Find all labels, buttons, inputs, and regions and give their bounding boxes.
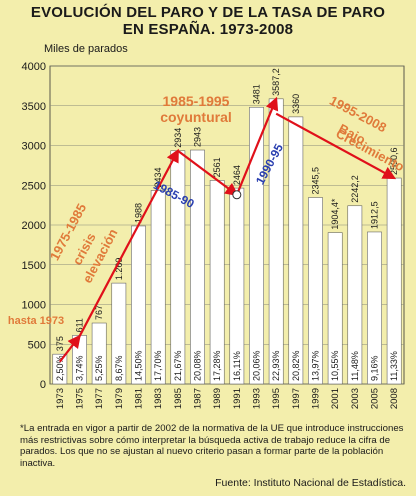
value-label: 2561 — [212, 157, 222, 177]
bar — [52, 353, 68, 385]
value-label: 3481 — [252, 84, 262, 104]
rate-label: 13,97% — [311, 350, 321, 381]
x-tick-label: 1989 — [212, 388, 223, 409]
y-tick-label: 500 — [28, 339, 46, 351]
value-label: 375 — [55, 336, 65, 351]
value-label: 1912,5 — [370, 201, 380, 229]
value-label: 611 — [75, 318, 85, 332]
x-tick-label: 1973 — [55, 388, 66, 409]
trend-arrow-1990-1995 — [235, 96, 279, 196]
value-label: 2434 — [153, 167, 163, 187]
bar — [308, 197, 323, 385]
bar — [190, 149, 205, 385]
value-label: 2464 — [232, 165, 242, 185]
bar-chart: 0 500 1000 1500 2000 2500 3000 3500 4000 375 611 7… — [8, 61, 407, 409]
x-tick-label: 2005 — [370, 388, 381, 409]
x-tick-label: 1995 — [271, 388, 282, 409]
rate-label: 11,33% — [389, 351, 399, 381]
y-tick-label: 1500 — [22, 260, 46, 272]
bar — [150, 190, 166, 385]
x-tick-label: 1981 — [134, 388, 145, 409]
value-label: 2934 — [173, 128, 183, 148]
value-label: 1904,4* — [330, 198, 340, 230]
value-label: 1.269 — [114, 258, 124, 281]
chart-title-line1: EVOLUCIÓN DEL PARO Y DE LA TASA DE PARO — [30, 4, 386, 21]
bar — [91, 322, 107, 385]
x-tick-label: 1983 — [153, 388, 164, 409]
x-tick-label: 1999 — [311, 388, 322, 409]
annotation-1985-1995: 1985-1995 — [163, 93, 230, 109]
chart-title: EVOLUCIÓN DEL PARO Y DE LA TASA DE PARO … — [0, 4, 416, 38]
x-tick-label: 1997 — [291, 388, 302, 409]
x-tick-label: 1977 — [94, 388, 105, 409]
rate-label: 20,82% — [291, 350, 301, 381]
rate-label: 17,70% — [153, 350, 163, 381]
value-label: 2590,6 — [389, 148, 399, 176]
rate-label: 16,11% — [232, 351, 242, 381]
bar — [111, 282, 127, 385]
value-label: 3587,2 — [271, 68, 281, 96]
y-tick-label: 3500 — [22, 101, 46, 113]
x-tick-label: 1979 — [114, 388, 125, 409]
y-axis-label: Miles de parados — [44, 43, 128, 55]
rate-label: 11,48% — [350, 351, 360, 381]
x-tick-label: 1975 — [75, 388, 86, 409]
trend-arrow-1985-1990 — [177, 149, 239, 197]
x-tick-label: 2001 — [330, 388, 341, 409]
bar — [268, 98, 284, 385]
trend-arrow-1973-1975 — [58, 334, 81, 363]
value-label: 2943 — [193, 127, 203, 147]
rate-label: 2,50% — [55, 355, 65, 381]
value-label: 2242,2 — [350, 175, 360, 203]
bar — [288, 116, 304, 385]
rate-label: 20,06% — [252, 350, 262, 381]
value-label: 3360 — [291, 94, 301, 114]
chart-title-line2: EN ESPAÑA. 1973-2008 — [122, 21, 294, 38]
bar — [367, 231, 382, 385]
annotation-coyuntural: coyuntural — [160, 109, 232, 125]
value-label: 1988 — [134, 203, 144, 223]
y-tick-label: 2500 — [22, 180, 46, 192]
annotation-hasta-1973: hasta 1973 — [8, 315, 64, 327]
x-tick-label: 2003 — [350, 388, 361, 409]
y-tick-label: 1000 — [22, 300, 46, 312]
rate-label: 8,67% — [114, 355, 124, 381]
x-tick-label: 2008 — [389, 388, 400, 409]
x-tick-label: 1993 — [252, 388, 263, 409]
trend-arrow-1995-2008 — [275, 112, 397, 180]
rate-label: 14,50% — [134, 350, 144, 381]
value-label: 2345,5 — [311, 167, 321, 195]
x-tick-label: 1987 — [193, 388, 204, 409]
rate-label: 21,67% — [173, 350, 183, 381]
y-tick-label: 0 — [40, 379, 46, 391]
x-tick-label: 1985 — [173, 388, 184, 409]
junction-marker — [232, 190, 242, 200]
rate-label: 3,74% — [75, 355, 85, 381]
x-tick-label: 1991 — [232, 388, 243, 409]
y-tick-label: 3000 — [22, 141, 46, 153]
rate-label: 22,93% — [271, 350, 281, 381]
rate-label: 5,25% — [94, 355, 104, 381]
source-note: Fuente: Instituto Nacional de Estadístic… — [215, 477, 406, 489]
value-label: 767 — [94, 305, 104, 320]
y-tick-label: 2000 — [22, 220, 46, 232]
rate-label: 10,55% — [330, 350, 340, 381]
footnote: *La entrada en vigor a partir de 2002 de… — [20, 423, 404, 469]
rate-label: 17,28% — [212, 350, 222, 381]
bar — [327, 232, 343, 385]
rate-label: 20,08% — [193, 350, 203, 381]
trend-arrow-1975-1985 — [78, 148, 179, 337]
bar — [347, 205, 363, 385]
rate-label: 9,16% — [370, 355, 380, 381]
bar — [249, 106, 264, 385]
y-tick-label: 4000 — [22, 61, 46, 73]
